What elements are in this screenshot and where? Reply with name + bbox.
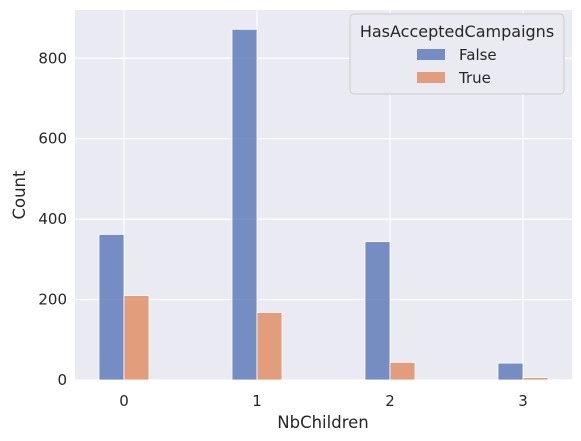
x-axis-label: NbChildren	[277, 413, 368, 432]
legend: HasAcceptedCampaigns False True	[349, 13, 565, 95]
bar-true-0	[123, 295, 150, 381]
y-tick-label: 600	[38, 130, 67, 148]
y-tick-label: 800	[38, 49, 67, 67]
y-axis-label: Count	[10, 170, 29, 220]
legend-swatch-false	[417, 49, 445, 60]
y-tick-label: 400	[38, 210, 67, 228]
y-tick-label: 200	[38, 291, 67, 309]
x-tick-label: 0	[119, 392, 129, 410]
x-tick-label: 1	[252, 392, 262, 410]
y-tick-label: 0	[57, 371, 67, 389]
x-tick-label: 3	[518, 392, 528, 410]
legend-box	[349, 13, 565, 95]
bar-false-0	[98, 234, 125, 381]
x-tick-labels: 0 1 2 3	[119, 392, 528, 410]
bar-true-3	[522, 377, 549, 381]
bar-false-3	[497, 362, 524, 381]
bars	[98, 28, 549, 381]
legend-swatch-true	[417, 72, 445, 83]
bar-false-1	[231, 28, 258, 381]
legend-label-true: True	[458, 69, 491, 87]
x-tick-label: 2	[385, 392, 395, 410]
bar-false-2	[364, 241, 391, 381]
legend-label-false: False	[459, 46, 497, 64]
bar-true-2	[389, 361, 416, 381]
legend-title: HasAcceptedCampaigns	[360, 22, 554, 41]
y-tick-labels: 0 200 400 600 800	[38, 49, 67, 389]
bar-true-1	[256, 312, 283, 381]
